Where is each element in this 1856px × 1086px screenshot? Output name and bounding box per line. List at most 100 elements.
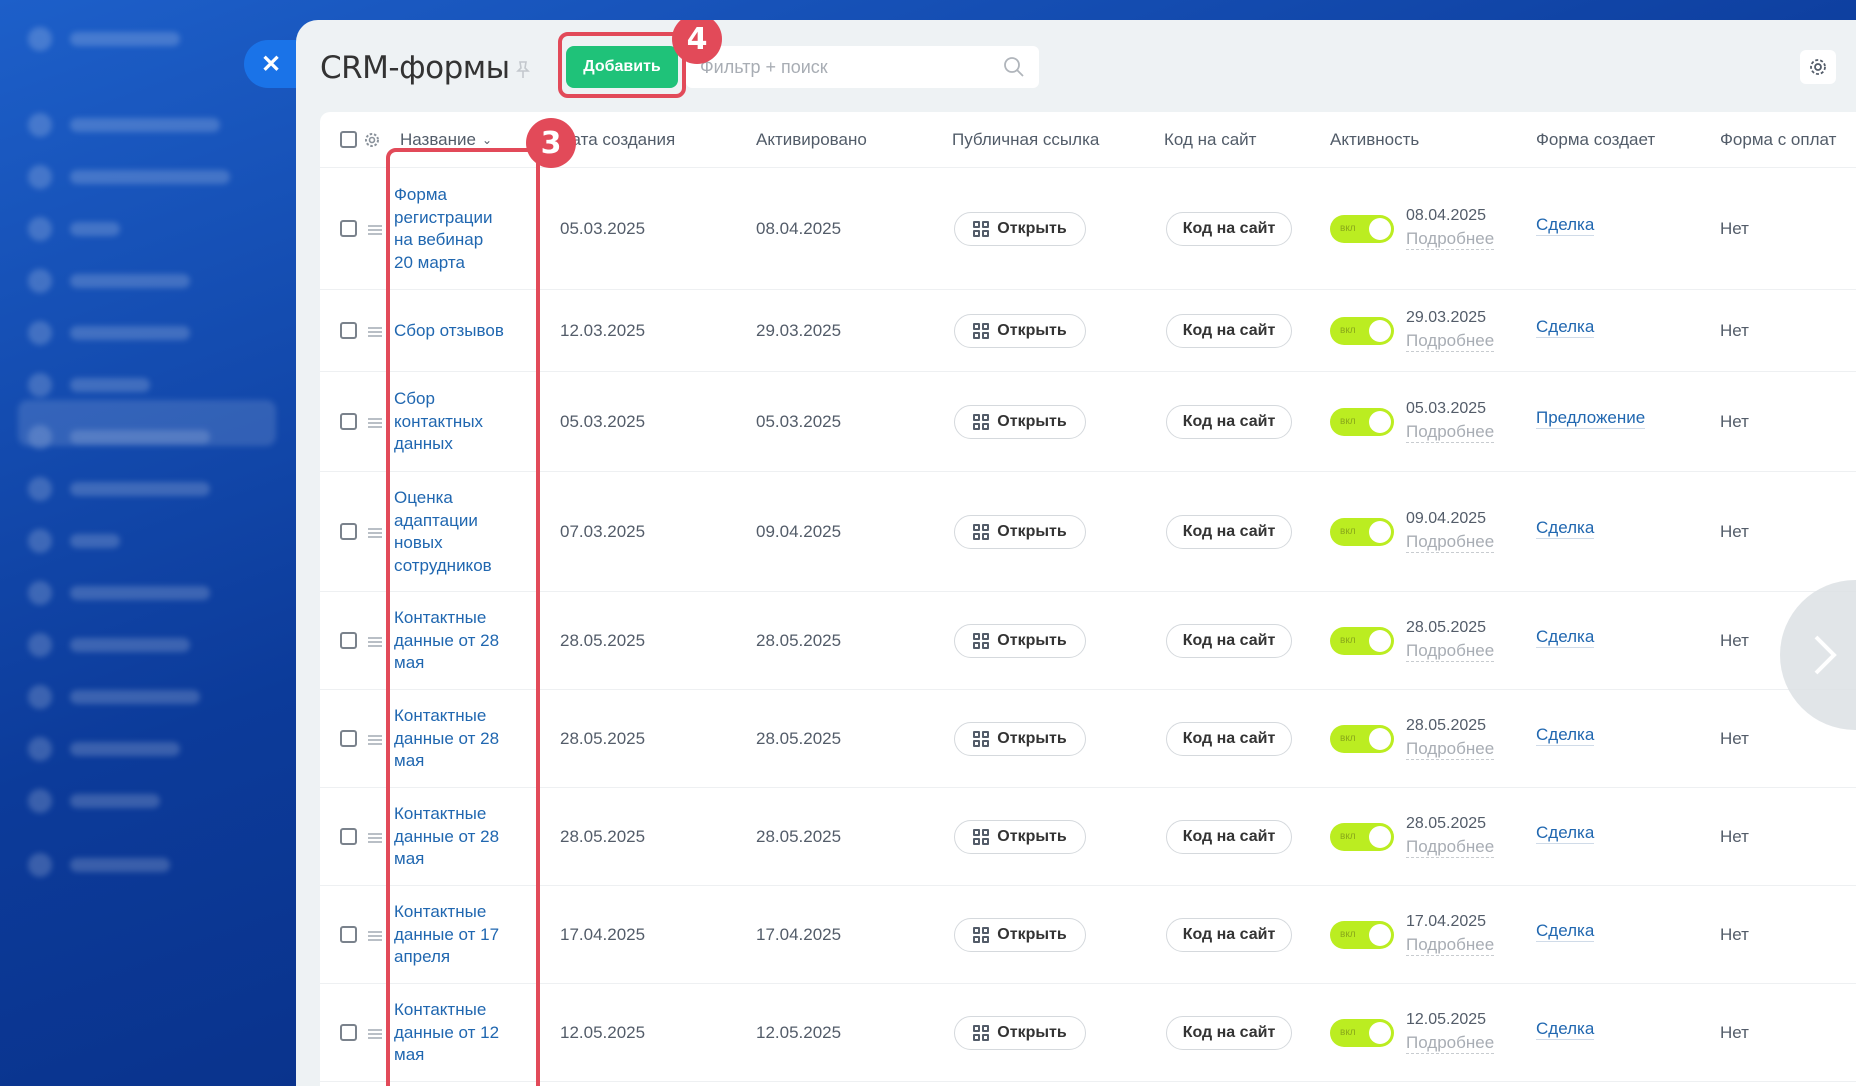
activity-toggle[interactable]: вкл: [1330, 921, 1394, 949]
site-code-button[interactable]: Код на сайт: [1166, 212, 1292, 246]
activity-details-link[interactable]: Подробнее: [1406, 229, 1495, 250]
site-code-button[interactable]: Код на сайт: [1166, 624, 1292, 658]
open-public-link-button[interactable]: Открыть: [954, 722, 1086, 756]
form-creates-link[interactable]: Сделка: [1536, 627, 1595, 648]
open-public-link-button[interactable]: Открыть: [954, 212, 1086, 246]
row-checkbox[interactable]: [340, 730, 357, 747]
table-row[interactable]: Оценка адаптации новых сотрудников 07.03…: [320, 472, 1856, 592]
form-name-link[interactable]: Оценка адаптации новых сотрудников: [394, 488, 492, 575]
form-creates-link[interactable]: Сделка: [1536, 725, 1595, 746]
activity-details-link[interactable]: Подробнее: [1406, 935, 1495, 956]
open-public-link-button[interactable]: Открыть: [954, 1016, 1086, 1050]
row-checkbox[interactable]: [340, 322, 357, 339]
table-row[interactable]: Контактные данные от 28 мая 28.05.2025 2…: [320, 788, 1856, 886]
site-code-button[interactable]: Код на сайт: [1166, 1016, 1292, 1050]
row-checkbox[interactable]: [340, 1024, 357, 1041]
activity-toggle[interactable]: вкл: [1330, 725, 1394, 753]
table-row[interactable]: Контактные данные от 12 мая 12.05.2025 1…: [320, 984, 1856, 1082]
row-checkbox[interactable]: [340, 220, 357, 237]
site-code-button[interactable]: Код на сайт: [1166, 405, 1292, 439]
activity-details-link[interactable]: Подробнее: [1406, 422, 1495, 443]
activity-details-link[interactable]: Подробнее: [1406, 641, 1495, 662]
activity-toggle[interactable]: вкл: [1330, 317, 1394, 345]
search-input[interactable]: [700, 56, 1003, 78]
drag-handle-icon[interactable]: [368, 528, 382, 538]
search-box[interactable]: [686, 46, 1039, 88]
table-row[interactable]: Контактные данные от 17 апреля 17.04.202…: [320, 886, 1856, 984]
row-checkbox[interactable]: [340, 413, 357, 430]
form-creates-link[interactable]: Сделка: [1536, 921, 1595, 942]
column-site-code[interactable]: Код на сайт: [1164, 130, 1257, 149]
open-public-link-button[interactable]: Открыть: [954, 624, 1086, 658]
table-row[interactable]: Контактные данные от 28 мая 28.05.2025 2…: [320, 690, 1856, 788]
column-created[interactable]: Дата создания: [560, 130, 676, 149]
columns-settings-icon[interactable]: [364, 112, 380, 168]
form-name-link[interactable]: Контактные данные от 28 мая: [394, 706, 500, 771]
form-creates-link[interactable]: Предложение: [1536, 408, 1646, 429]
form-creates-link[interactable]: Сделка: [1536, 823, 1595, 844]
open-public-link-button[interactable]: Открыть: [954, 405, 1086, 439]
site-code-button[interactable]: Код на сайт: [1166, 820, 1292, 854]
row-checkbox[interactable]: [340, 926, 357, 943]
form-creates-link[interactable]: Сделка: [1536, 317, 1595, 338]
drag-handle-icon[interactable]: [368, 1029, 382, 1039]
row-checkbox[interactable]: [340, 632, 357, 649]
site-code-button[interactable]: Код на сайт: [1166, 918, 1292, 952]
search-icon[interactable]: [1003, 56, 1025, 78]
form-name-link[interactable]: Форма регистрации на вебинар 20 марта: [394, 185, 493, 272]
add-button[interactable]: Добавить: [566, 46, 678, 88]
activity-details-link[interactable]: Подробнее: [1406, 532, 1495, 553]
form-name-link[interactable]: Контактные данные от 28 мая: [394, 608, 500, 673]
column-activated[interactable]: Активировано: [756, 130, 867, 149]
form-name-link[interactable]: Контактные данные от 17 апреля: [394, 902, 500, 967]
activity-details-link[interactable]: Подробнее: [1406, 837, 1495, 858]
settings-button[interactable]: [1800, 50, 1836, 84]
activity-toggle[interactable]: вкл: [1330, 215, 1394, 243]
drag-handle-icon[interactable]: [368, 931, 382, 941]
form-creates-link[interactable]: Сделка: [1536, 215, 1595, 236]
row-checkbox[interactable]: [340, 523, 357, 540]
open-public-link-button[interactable]: Открыть: [954, 314, 1086, 348]
activity-toggle[interactable]: вкл: [1330, 627, 1394, 655]
paid-form-value: Нет: [1720, 925, 1749, 944]
activity-details-link[interactable]: Подробнее: [1406, 739, 1495, 760]
drag-handle-icon[interactable]: [368, 637, 382, 647]
table-row[interactable]: Сбор контактных данных 05.03.2025 05.03.…: [320, 372, 1856, 472]
column-activity[interactable]: Активность: [1330, 130, 1420, 149]
form-name-link[interactable]: Сбор контактных данных: [394, 389, 484, 454]
activity-toggle[interactable]: вкл: [1330, 408, 1394, 436]
created-date: 07.03.2025: [560, 522, 646, 541]
site-code-button[interactable]: Код на сайт: [1166, 515, 1292, 549]
column-name[interactable]: Название ⌄: [400, 130, 493, 149]
form-name-link[interactable]: Контактные данные от 28 мая: [394, 804, 500, 869]
form-name-link[interactable]: Сбор отзывов: [394, 320, 504, 340]
activity-details-link[interactable]: Подробнее: [1406, 331, 1495, 352]
close-button[interactable]: ✕: [244, 40, 298, 88]
site-code-button[interactable]: Код на сайт: [1166, 314, 1292, 348]
table-row[interactable]: Сбор отзывов 12.03.2025 29.03.2025 Откры…: [320, 290, 1856, 372]
row-checkbox[interactable]: [340, 828, 357, 845]
form-creates-link[interactable]: Сделка: [1536, 1019, 1595, 1040]
activity-toggle[interactable]: вкл: [1330, 823, 1394, 851]
activity-details-link[interactable]: Подробнее: [1406, 1033, 1495, 1054]
drag-handle-icon[interactable]: [368, 327, 382, 337]
table-row[interactable]: Форма регистрации на вебинар 20 марта 05…: [320, 168, 1856, 290]
site-code-button[interactable]: Код на сайт: [1166, 722, 1292, 756]
column-form-creates[interactable]: Форма создает: [1536, 130, 1656, 149]
drag-handle-icon[interactable]: [368, 418, 382, 428]
drag-handle-icon[interactable]: [368, 833, 382, 843]
open-public-link-button[interactable]: Открыть: [954, 820, 1086, 854]
pin-icon[interactable]: [514, 60, 534, 82]
form-creates-link[interactable]: Сделка: [1536, 518, 1595, 539]
open-public-link-button[interactable]: Открыть: [954, 918, 1086, 952]
drag-handle-icon[interactable]: [368, 225, 382, 235]
activity-toggle[interactable]: вкл: [1330, 518, 1394, 546]
drag-handle-icon[interactable]: [368, 735, 382, 745]
form-name-link[interactable]: Контактные данные от 12 мая: [394, 1000, 500, 1065]
table-row[interactable]: Контактные данные от 28 мая 28.05.2025 2…: [320, 592, 1856, 690]
select-all-checkbox[interactable]: [340, 131, 357, 148]
column-paid-form[interactable]: Форма с оплат: [1720, 130, 1837, 149]
activity-toggle[interactable]: вкл: [1330, 1019, 1394, 1047]
open-public-link-button[interactable]: Открыть: [954, 515, 1086, 549]
column-public-link[interactable]: Публичная ссылка: [952, 130, 1100, 149]
